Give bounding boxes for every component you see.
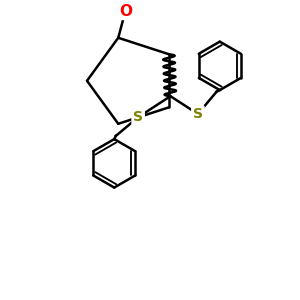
Text: O: O: [119, 4, 132, 19]
Text: S: S: [193, 107, 203, 121]
Text: S: S: [133, 110, 143, 124]
